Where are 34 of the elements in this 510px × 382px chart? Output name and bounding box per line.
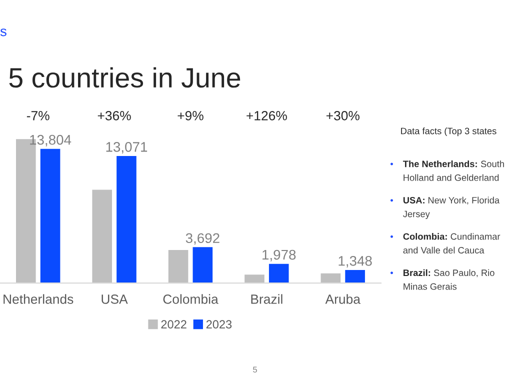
bar [116, 156, 136, 284]
data-label: 1,978 [262, 250, 296, 262]
text: +36% [98, 111, 131, 120]
legend-label: 2023 [206, 320, 232, 329]
x-tick-label: Colombia [163, 294, 218, 304]
text: +9% [178, 111, 204, 120]
text: +30% [326, 111, 360, 120]
bar [168, 250, 188, 284]
text: Data facts (Top 3 states [401, 128, 496, 136]
data-label: 3,692 [186, 233, 220, 245]
bar [244, 274, 264, 284]
text: s [0, 28, 6, 36]
text: 5 [253, 366, 257, 373]
bar [345, 270, 365, 284]
bar [320, 273, 341, 284]
legend-label: 2022 [161, 320, 186, 329]
data-label: 1,348 [338, 256, 372, 268]
bar [192, 247, 213, 284]
data-label: 13,071 [106, 142, 148, 154]
x-tick-label: Aruba [325, 294, 360, 304]
text: • The Netherlands: South Holland and Gelderland [390, 160, 504, 181]
bar [92, 190, 112, 284]
text: • Brazil: Sao Paulo, Rio Minas Gerais [390, 269, 494, 290]
bar [40, 148, 60, 284]
x-tick-label: Netherlands [4, 294, 74, 304]
data-label: 13,804 [30, 134, 72, 146]
text: -7% [26, 111, 50, 120]
x-tick-label: Brazil [251, 294, 282, 304]
text: +126% [246, 111, 287, 120]
x-tick-label: USA [102, 294, 128, 304]
text: • Colombia: Cundinamar and Valle del Cauca [390, 233, 500, 254]
chart-title: 5 countries in June [9, 67, 240, 88]
text: • USA: New York, Florida Jersey [390, 196, 500, 220]
bar [268, 264, 289, 284]
